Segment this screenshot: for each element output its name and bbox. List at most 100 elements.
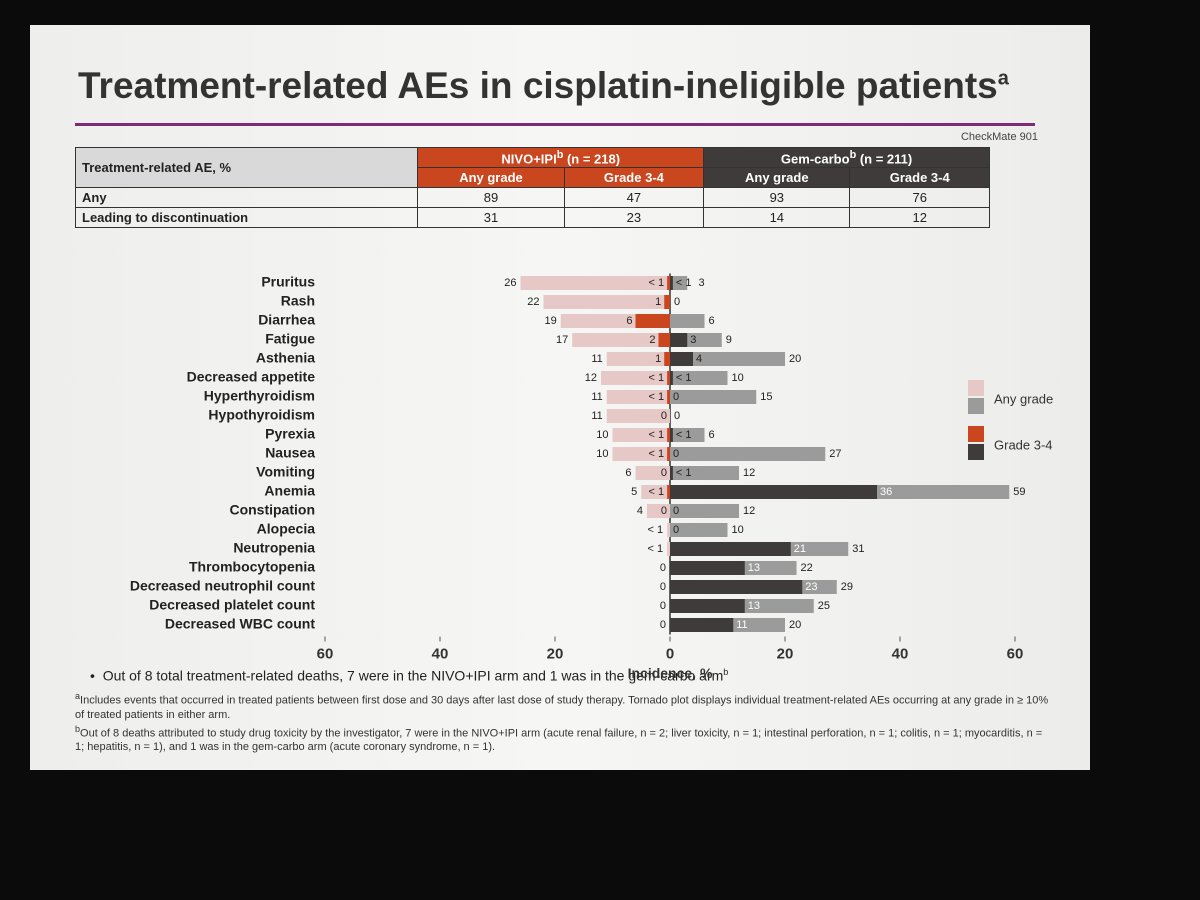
bar (606, 390, 670, 404)
category-label: Rash (281, 293, 315, 309)
data-label: 0 (660, 581, 666, 593)
data-label: 10 (732, 524, 744, 536)
legend-swatch (968, 444, 984, 460)
data-label: 0 (674, 410, 680, 422)
x-tick-label: 60 (1007, 645, 1024, 662)
arm-n: (n = 218) (566, 151, 621, 167)
data-label: 12 (585, 372, 597, 384)
data-label: 3 (690, 334, 696, 346)
data-label: 0 (674, 296, 680, 308)
bar (670, 618, 734, 632)
footnote-text: Includes events that occurred in treated… (75, 694, 1049, 721)
data-label: < 1 (649, 391, 665, 403)
study-name: CheckMate 901 (960, 131, 1038, 143)
bullet: • Out of 8 total treatment-related death… (90, 667, 729, 684)
data-label: 6 (709, 315, 715, 327)
x-tick-label: 0 (666, 645, 674, 662)
data-label: < 1 (649, 277, 665, 289)
data-label: < 1 (648, 543, 664, 555)
bar (670, 485, 877, 499)
bar (670, 390, 757, 404)
data-label: 0 (660, 619, 666, 631)
bar (670, 276, 688, 290)
bar (670, 428, 673, 442)
bullet-text: Out of 8 total treatment-related deaths,… (102, 667, 724, 684)
bar (670, 466, 739, 480)
category-label: Vomiting (256, 464, 315, 480)
footnotes: aIncludes events that occurred in treate… (75, 689, 1050, 754)
data-label: 29 (841, 581, 853, 593)
bar (670, 352, 785, 366)
cell: 31 (417, 207, 565, 229)
data-label: < 1 (649, 486, 665, 498)
data-label: 11 (591, 410, 602, 422)
data-label: 22 (801, 562, 813, 574)
cell: 14 (703, 207, 851, 229)
data-label: 12 (743, 467, 755, 479)
data-label: 0 (660, 562, 666, 574)
bar (667, 428, 670, 442)
data-label: 3 (698, 277, 704, 289)
data-label: 25 (818, 600, 830, 612)
bar (670, 428, 705, 442)
data-label: 20 (789, 353, 801, 365)
column-header: Grade 3-4 (849, 167, 990, 189)
footnote-mark: b (75, 723, 81, 734)
arm-name: Gem-carbo (780, 151, 850, 167)
bar (658, 333, 670, 347)
bar (520, 276, 670, 290)
data-label: 6 (626, 315, 632, 327)
bar (543, 295, 670, 309)
category-label: Pyrexia (265, 426, 315, 442)
title-note: a (997, 67, 1009, 90)
slide: Treatment-related AEs in cisplatin-ineli… (30, 25, 1090, 770)
data-label: < 1 (648, 524, 664, 536)
footnote-mark: a (75, 691, 81, 701)
arm-header: Gem-carbob (n = 211) (703, 146, 990, 169)
data-label: 6 (709, 429, 715, 441)
data-label: 2 (649, 334, 655, 346)
data-label: 20 (789, 619, 801, 631)
category-label: Fatigue (265, 331, 315, 347)
arm-header: NIVO+IPIb (n = 218) (417, 146, 705, 169)
data-label: 13 (748, 562, 760, 574)
bar (667, 276, 670, 290)
data-label: 10 (596, 429, 608, 441)
data-label: 1 (655, 296, 661, 308)
bar (606, 352, 670, 366)
bar (635, 314, 670, 328)
footnote: bOut of 8 deaths attributed to study dru… (75, 722, 1050, 755)
row-label: Leading to discontinuation (74, 207, 419, 229)
bar (670, 333, 688, 347)
data-label: 0 (673, 448, 679, 460)
x-tick-label: 20 (547, 645, 564, 662)
data-label: 9 (726, 334, 732, 346)
cell: 93 (703, 187, 851, 209)
bar (670, 542, 791, 556)
data-label: 4 (637, 505, 643, 517)
data-label: < 1 (676, 429, 692, 441)
bar (670, 371, 728, 385)
column-header: Any grade (703, 167, 851, 189)
footnote-text: Out of 8 deaths attributed to study drug… (75, 727, 1043, 754)
data-label: 15 (760, 391, 772, 403)
category-label: Constipation (229, 502, 315, 518)
data-label: 17 (556, 334, 568, 346)
bar (670, 580, 803, 594)
data-label: < 1 (676, 372, 692, 384)
bar (664, 352, 670, 366)
bar (670, 447, 826, 461)
category-label: Diarrhea (258, 312, 315, 328)
bar (670, 352, 693, 366)
bar (670, 504, 739, 518)
bar (641, 485, 670, 499)
cell: 23 (563, 207, 705, 229)
data-label: 26 (504, 277, 516, 289)
summary-table: Treatment-related AE, % NIVO+IPIb (n = 2… (74, 146, 990, 229)
bar (612, 447, 670, 461)
category-label: Anemia (264, 483, 315, 499)
arm-note: b (849, 149, 857, 161)
table-row: Leading to discontinuation 31 23 14 12 (74, 207, 990, 229)
